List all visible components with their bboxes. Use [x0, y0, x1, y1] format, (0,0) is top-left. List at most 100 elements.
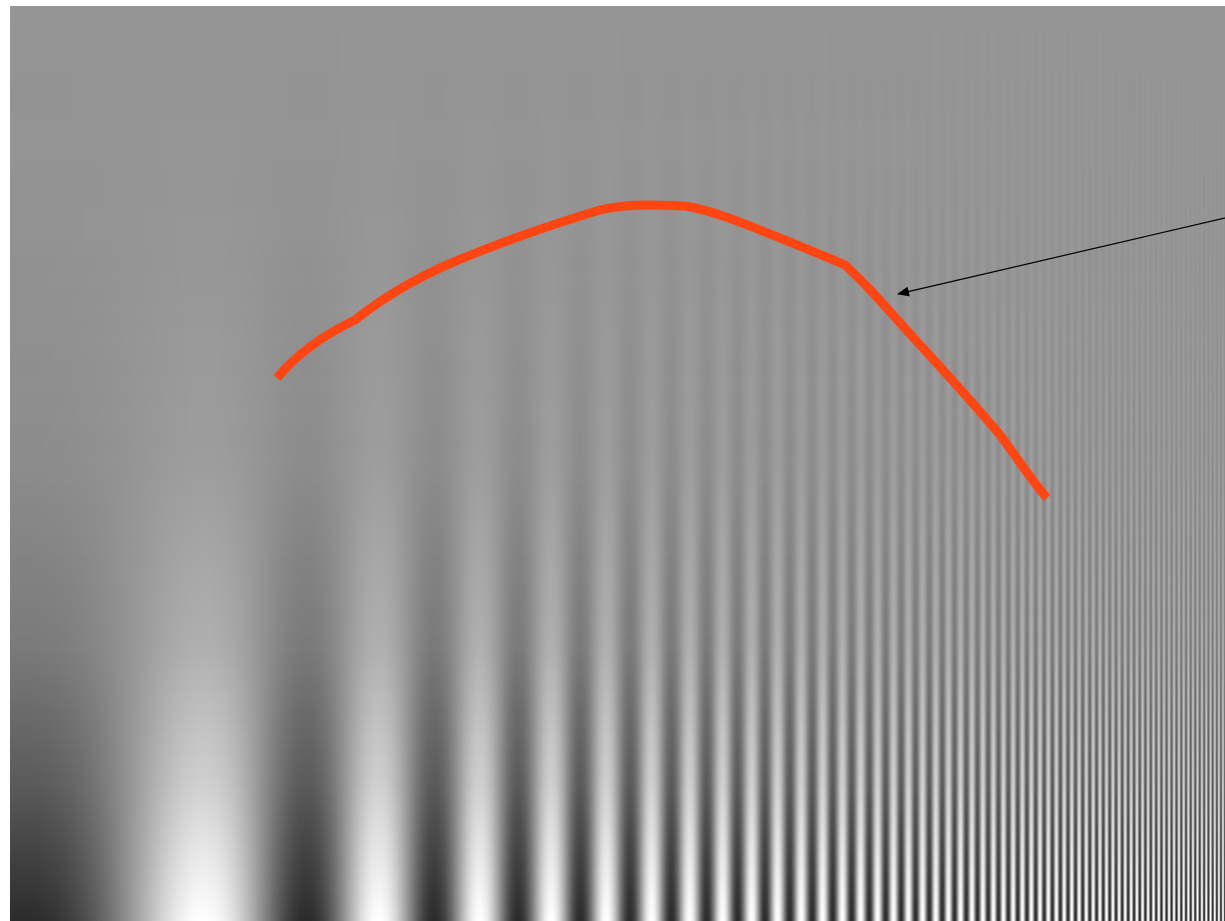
grating-column — [241, 6, 242, 921]
grating-column — [52, 6, 53, 921]
grating-column — [795, 6, 796, 921]
grating-column — [672, 6, 673, 921]
grating-column — [521, 6, 522, 921]
grating-column — [503, 6, 504, 921]
grating-column — [588, 6, 589, 921]
grating-column — [1091, 6, 1092, 921]
grating-column — [1040, 6, 1041, 921]
grating-column — [608, 6, 609, 921]
grating-column — [1056, 6, 1057, 921]
grating-column — [108, 6, 109, 921]
grating-column — [763, 6, 764, 921]
grating-column — [916, 6, 917, 921]
grating-column — [699, 6, 700, 921]
grating-column — [721, 6, 722, 921]
grating-column — [812, 6, 813, 921]
grating-column — [307, 6, 308, 921]
grating-column — [550, 6, 551, 921]
grating-column — [724, 6, 725, 921]
grating-column — [258, 6, 259, 921]
grating-column — [500, 6, 501, 921]
grating-column — [891, 6, 892, 921]
grating-column — [166, 6, 167, 921]
grating-column — [1011, 6, 1012, 921]
grating-column — [759, 6, 760, 921]
grating-column — [252, 6, 253, 921]
grating-column — [1202, 6, 1203, 921]
grating-column — [536, 6, 537, 921]
grating-column — [1144, 6, 1145, 921]
grating-column — [394, 6, 395, 921]
grating-column — [438, 6, 439, 921]
grating-column — [491, 6, 492, 921]
grating-column — [411, 6, 412, 921]
grating-column — [264, 6, 265, 921]
grating-column — [1110, 6, 1111, 921]
grating-column — [631, 6, 632, 921]
grating-column — [278, 6, 279, 921]
grating-column — [431, 6, 432, 921]
grating-column — [153, 6, 154, 921]
grating-column — [591, 6, 592, 921]
grating-column — [140, 6, 141, 921]
grating-column — [653, 6, 654, 921]
grating-column — [1214, 6, 1215, 921]
grating-column — [560, 6, 561, 921]
grating-column — [1151, 6, 1152, 921]
grating-column — [687, 6, 688, 921]
grating-column — [35, 6, 36, 921]
grating-column — [348, 6, 349, 921]
grating-column — [752, 6, 753, 921]
grating-column — [227, 6, 228, 921]
grating-column — [446, 6, 447, 921]
grating-column — [81, 6, 82, 921]
grating-column — [621, 6, 622, 921]
grating-column — [556, 6, 557, 921]
grating-column — [1160, 6, 1161, 921]
grating-column — [44, 6, 45, 921]
grating-column — [818, 6, 819, 921]
grating-column — [1086, 6, 1087, 921]
grating-column — [548, 6, 549, 921]
grating-column — [474, 6, 475, 921]
grating-column — [282, 6, 283, 921]
grating-column — [188, 6, 189, 921]
grating-column — [862, 6, 863, 921]
grating-column — [946, 6, 947, 921]
grating-column — [1041, 6, 1042, 921]
grating-column — [602, 6, 603, 921]
grating-column — [292, 6, 293, 921]
grating-column — [443, 6, 444, 921]
grating-column — [551, 6, 552, 921]
grating-column — [505, 6, 506, 921]
grating-column — [609, 6, 610, 921]
grating-column — [1066, 6, 1067, 921]
grating-column — [783, 6, 784, 921]
grating-column — [225, 6, 226, 921]
grating-column — [648, 6, 649, 921]
grating-column — [324, 6, 325, 921]
grating-column — [748, 6, 749, 921]
grating-column — [669, 6, 670, 921]
grating-column — [1009, 6, 1010, 921]
grating-column — [321, 6, 322, 921]
grating-column — [711, 6, 712, 921]
grating-column — [821, 6, 822, 921]
grating-column — [368, 6, 369, 921]
grating-column — [1001, 6, 1002, 921]
grating-column — [520, 6, 521, 921]
grating-column — [1104, 6, 1105, 921]
grating-column — [382, 6, 383, 921]
grating-column — [1036, 6, 1037, 921]
grating-column — [291, 6, 292, 921]
grating-column — [444, 6, 445, 921]
grating-column — [722, 6, 723, 921]
grating-column — [39, 6, 40, 921]
grating-column — [728, 6, 729, 921]
grating-column — [45, 6, 46, 921]
grating-column — [305, 6, 306, 921]
grating-column — [1072, 6, 1073, 921]
grating-column — [677, 6, 678, 921]
grating-column — [1003, 6, 1004, 921]
grating-column — [29, 6, 30, 921]
